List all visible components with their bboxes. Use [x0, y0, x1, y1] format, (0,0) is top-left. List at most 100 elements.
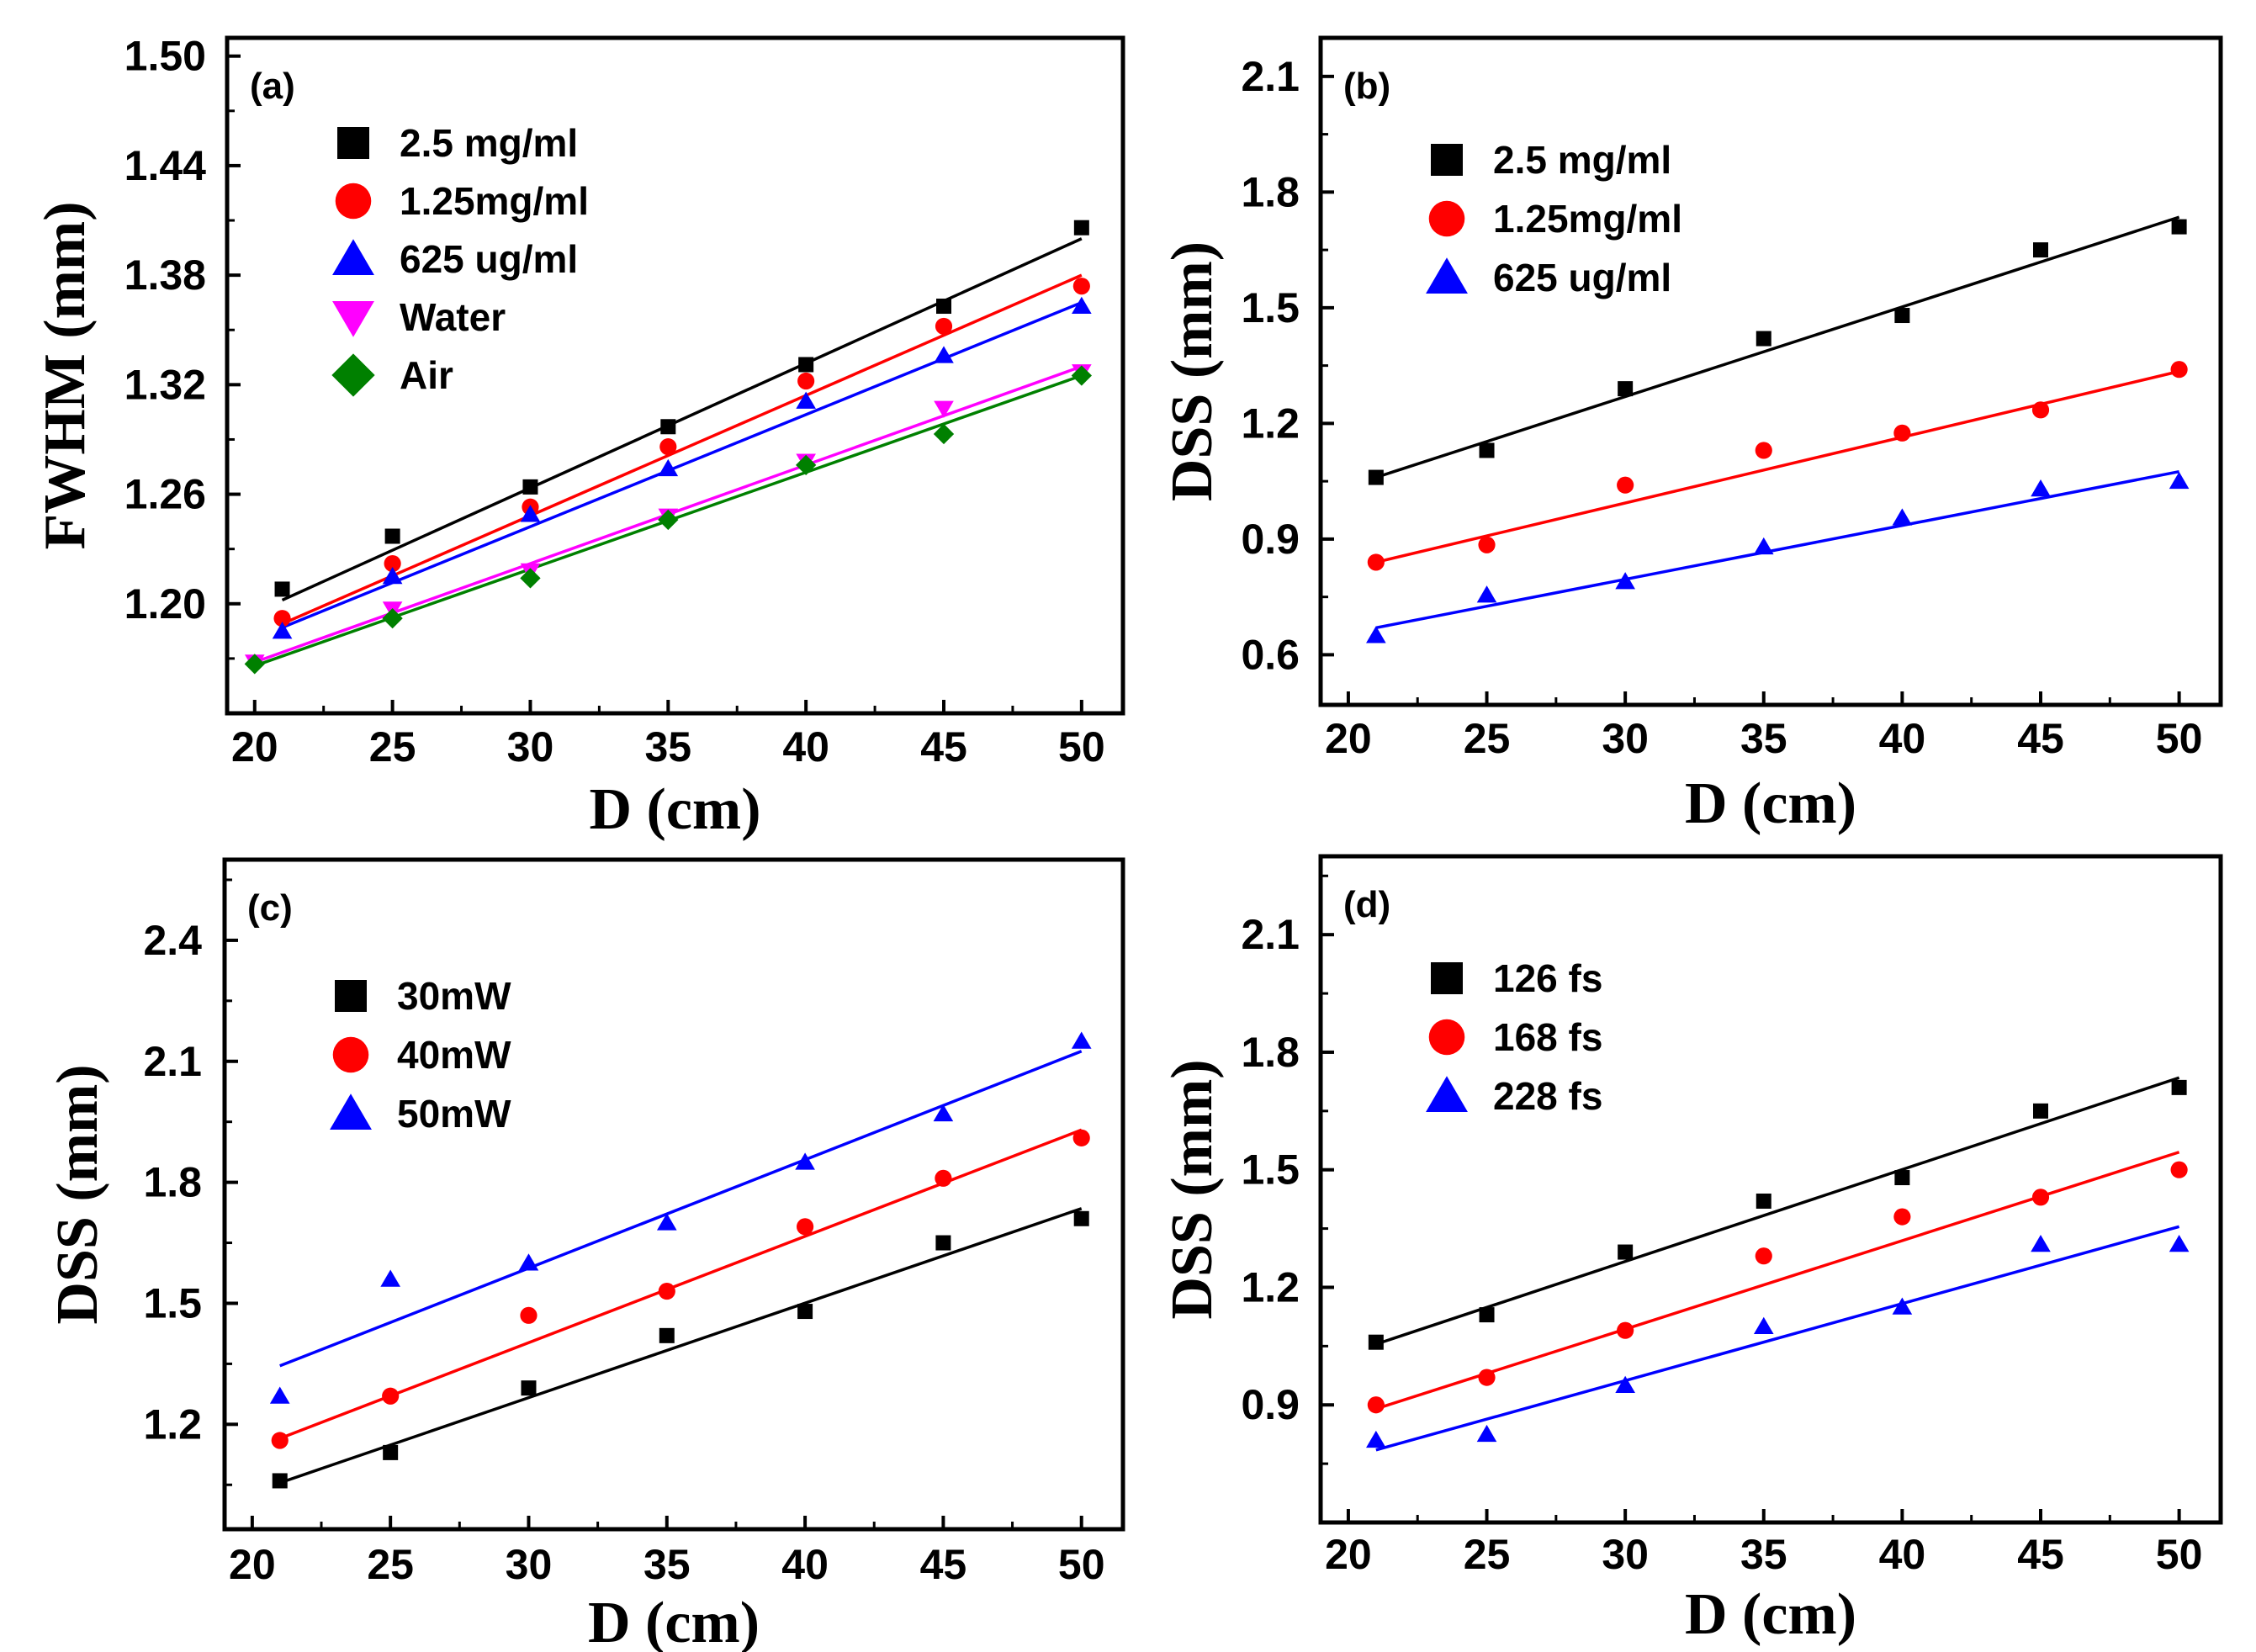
data-point	[1894, 1170, 1910, 1186]
data-point	[521, 1380, 537, 1396]
data-point	[934, 400, 954, 418]
panel-label: (a)	[250, 66, 295, 107]
legend-label: 1.25mg/ml	[400, 179, 589, 223]
data-point	[2170, 1161, 2188, 1178]
x-tick-label: 35	[644, 723, 691, 770]
legend-label: 2.5 mg/ml	[400, 121, 578, 165]
data-point	[1071, 365, 1092, 386]
data-point	[2033, 242, 2048, 258]
chart-panel-a: 20 25 30 35 40 45 50 1.20 1.26 1.32 1.38 1.44 1.50 D …	[33, 33, 1125, 842]
y-axis-title: DSS (mm)	[45, 1064, 110, 1324]
y-axis-title: DSS (mm)	[1160, 241, 1225, 501]
data-point	[2169, 471, 2190, 490]
x-tick-label: 25	[1464, 1531, 1511, 1578]
legend-marker	[337, 127, 369, 159]
y-tick-label: 1.20	[124, 580, 206, 627]
legend-marker	[331, 353, 375, 397]
chart-panel-c: 20 25 30 35 40 45 50 1.2 1.5 1.8 2.1 2.4 D (cm) DSS (…	[45, 857, 1125, 1652]
x-tick-label: 30	[507, 723, 554, 770]
y-tick-label: 1.8	[1241, 1029, 1300, 1076]
plot-frame	[1318, 35, 2223, 707]
legend-label: 50mW	[397, 1092, 511, 1136]
data-point	[2171, 219, 2187, 235]
data-point	[269, 1386, 290, 1404]
data-point	[1478, 1369, 1496, 1386]
data-point	[2033, 1103, 2048, 1119]
fit-line	[1375, 469, 2179, 630]
data-point	[274, 581, 290, 597]
fit-line	[1375, 215, 2180, 479]
plot-frame	[225, 35, 1125, 716]
y-tick-label: 2.1	[1241, 53, 1300, 100]
y-tick-label: 1.50	[124, 33, 206, 80]
legend-marker	[332, 301, 374, 337]
legend-marker	[1428, 200, 1465, 237]
fit-line	[1375, 1225, 2180, 1452]
x-tick-label: 50	[2156, 715, 2203, 762]
legend-label: Air	[400, 353, 453, 397]
legend-marker	[1426, 257, 1468, 294]
plot-frame	[222, 857, 1125, 1532]
data-point	[1072, 278, 1090, 295]
data-point	[1367, 1396, 1385, 1414]
data-point	[1368, 1334, 1384, 1350]
data-point	[1617, 476, 1634, 494]
legend-label: 40mW	[397, 1033, 511, 1077]
data-point	[798, 357, 814, 373]
data-point	[383, 1444, 399, 1460]
data-point	[1476, 585, 1497, 603]
legend-label: 625 ug/ml	[1493, 256, 1671, 299]
data-point	[272, 1473, 288, 1489]
x-tick-label: 25	[367, 1541, 414, 1588]
data-point	[244, 654, 265, 675]
data-point	[382, 566, 403, 585]
data-point	[2031, 479, 2051, 497]
legend-label: 168 fs	[1493, 1015, 1602, 1059]
data-point	[273, 610, 291, 627]
x-tick-label: 50	[1058, 723, 1105, 770]
data-point	[1755, 1247, 1772, 1265]
panels: 20 25 30 35 40 45 50 1.20 1.26 1.32 1.38 1.44 1.50 D …	[33, 33, 2223, 1652]
x-tick-label: 20	[231, 723, 278, 770]
panel-label: (d)	[1343, 884, 1390, 925]
data-point	[1893, 424, 1911, 442]
data-point	[797, 1304, 813, 1320]
y-tick-label: 1.5	[1241, 284, 1300, 331]
data-point	[935, 1235, 951, 1251]
data-point	[1367, 553, 1385, 571]
y-tick-label: 1.32	[124, 361, 206, 408]
data-point	[1479, 442, 1495, 458]
x-tick-label: 45	[2017, 1531, 2064, 1578]
x-axis-title: D (cm)	[1685, 1582, 1856, 1647]
data-point	[1071, 1031, 1092, 1049]
data-point	[935, 1169, 952, 1187]
x-tick-label: 30	[1602, 1531, 1649, 1578]
legend-label: 126 fs	[1493, 956, 1602, 1000]
data-point	[1072, 1129, 1090, 1146]
x-tick-label: 50	[1058, 1541, 1105, 1588]
data-point	[271, 1432, 289, 1449]
legend-label: 2.5 mg/ml	[1493, 138, 1671, 182]
legend-label: 228 fs	[1493, 1074, 1602, 1118]
data-point	[2171, 1079, 2187, 1095]
fit-line	[279, 1050, 1083, 1368]
legend-marker	[335, 980, 367, 1012]
x-tick-label: 40	[1879, 1531, 1926, 1578]
y-tick-label: 0.9	[1241, 516, 1300, 563]
data-point	[796, 391, 816, 409]
data-point	[382, 607, 403, 629]
legend-label: 625 ug/ml	[400, 237, 578, 281]
x-axis-title: D (cm)	[589, 777, 760, 842]
data-point	[2031, 1189, 2050, 1206]
y-tick-label: 1.44	[124, 142, 207, 189]
data-point	[1892, 1297, 1913, 1315]
x-tick-label: 45	[920, 723, 967, 770]
chart-panel-b: 20 25 30 35 40 45 50 0.6 0.9 1.2 1.5 1.8 2.1 D (cm) DS…	[1160, 35, 2223, 836]
legend-label: Water	[400, 295, 506, 339]
data-point	[1893, 1208, 1911, 1226]
legend-marker	[332, 239, 374, 275]
legend-label: 30mW	[397, 974, 511, 1018]
data-point	[797, 372, 815, 390]
